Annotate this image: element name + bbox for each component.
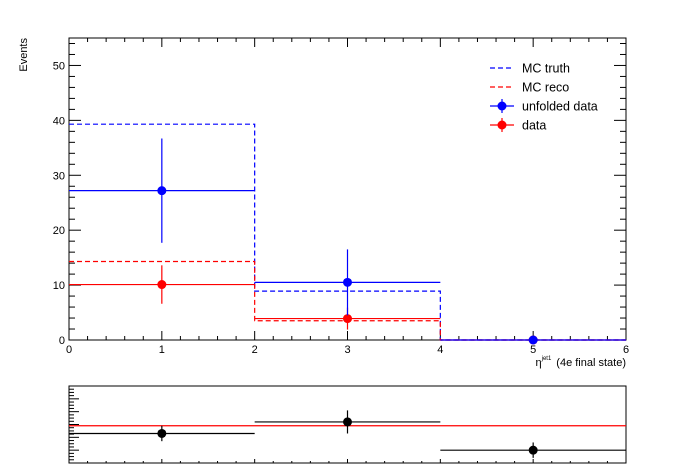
- x-tick-label: 5: [530, 344, 536, 356]
- x-tick-label: 2: [252, 344, 258, 356]
- y-tick-label: 0: [59, 335, 65, 347]
- data-point: [157, 280, 167, 290]
- legend: MC truth MC reco unfolded data data: [490, 62, 598, 133]
- x-tick-label: 0: [66, 344, 72, 356]
- y-tick-label: 40: [53, 115, 65, 127]
- legend-label: MC truth: [522, 62, 570, 76]
- y-tick-label: 50: [53, 60, 65, 72]
- legend-label: data: [522, 119, 546, 133]
- legend-label: unfolded data: [522, 100, 598, 114]
- y-tick-label: 20: [53, 225, 65, 237]
- ratio-plot-frame: [68, 385, 627, 464]
- x-axis-title: ηjet1 (4e final state): [535, 356, 626, 369]
- y-axis-title: Events: [18, 38, 30, 72]
- ratio-point: [528, 445, 538, 455]
- legend-marker-2: [497, 101, 507, 111]
- ratio-plot-series: [69, 410, 626, 458]
- ratio-point: [343, 417, 352, 427]
- x-tick-label: 6: [623, 344, 629, 356]
- legend-marker-3: [497, 120, 507, 130]
- main-axis-ticks: 0 1 2 3 4 5 6 0 10 20 30 40 50: [53, 38, 629, 356]
- x-tick-label: 3: [344, 344, 350, 356]
- ratio-point: [157, 428, 167, 438]
- main-plot-series: [69, 123, 626, 345]
- x-tick-label: 4: [437, 344, 443, 356]
- x-axis-title-superscript: jet1: [541, 356, 552, 362]
- legend-label: MC reco: [522, 81, 569, 95]
- x-axis-title-suffix: (4e final state): [556, 357, 626, 369]
- unfolded-data-point: [528, 335, 538, 345]
- data-point: [343, 314, 352, 324]
- y-tick-label: 30: [53, 170, 65, 182]
- x-tick-label: 1: [159, 344, 165, 356]
- unfolded-data-point: [343, 277, 352, 287]
- x-axis-title-symbol: η: [535, 357, 541, 369]
- unfolded-data-point: [157, 186, 167, 196]
- y-tick-label: 10: [53, 280, 65, 292]
